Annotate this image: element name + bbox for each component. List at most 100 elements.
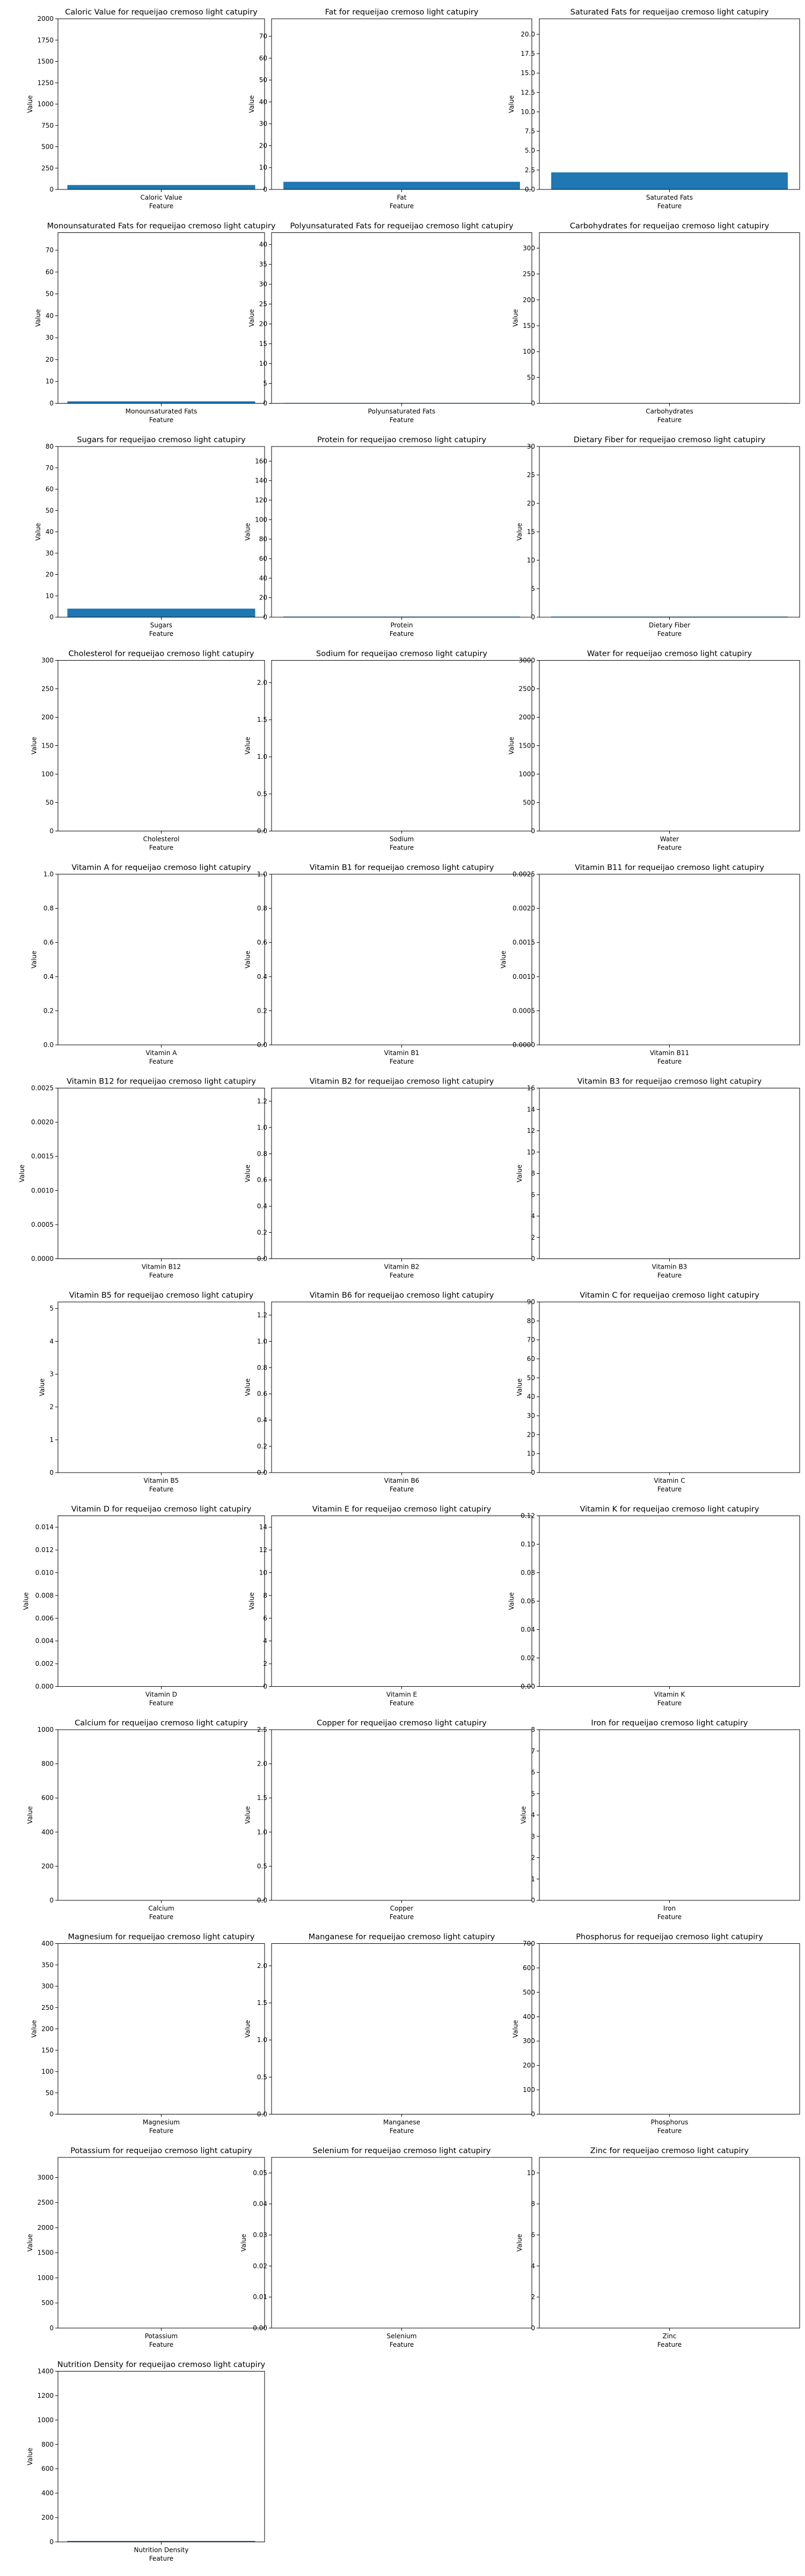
y-tick-label: 0.0 bbox=[43, 1041, 54, 1049]
y-tick-label: 40 bbox=[259, 241, 267, 248]
y-tick-label: 0.2 bbox=[43, 1007, 54, 1014]
y-tick-label: 0.6 bbox=[43, 939, 54, 946]
y-tick-label: 20 bbox=[527, 500, 535, 507]
y-tick-label: 0.6 bbox=[257, 1390, 267, 1397]
axes-frame bbox=[271, 660, 532, 831]
chart-title: Cholesterol for requeijao cremoso light … bbox=[68, 650, 254, 658]
chart-title: Vitamin B11 for requeijao cremoso light … bbox=[575, 863, 764, 872]
y-tick-label: 0.8 bbox=[257, 905, 267, 912]
y-tick-label: 0 bbox=[531, 400, 535, 407]
y-tick-label: 0.006 bbox=[35, 1614, 54, 1622]
y-tick-label: 0 bbox=[49, 2324, 54, 2332]
chart-title: Nutrition Density for requeijao cremoso … bbox=[57, 2361, 266, 2369]
y-tick-label: 0.0 bbox=[257, 1041, 267, 1049]
y-axis-label: Value bbox=[26, 1806, 34, 1824]
y-tick-label: 0 bbox=[263, 1683, 267, 1690]
y-tick-label: 800 bbox=[41, 2441, 54, 2448]
y-tick-label: 4 bbox=[263, 1637, 267, 1645]
x-tick-label: Copper bbox=[390, 1905, 413, 1912]
y-tick-label: 50 bbox=[46, 507, 54, 514]
y-tick-label: 1 bbox=[49, 1436, 54, 1444]
y-tick-label: 4 bbox=[49, 1337, 54, 1345]
y-tick-label: 0.002 bbox=[35, 1660, 54, 1667]
chart-panel: 0.0000 0.0005 0.0010 0.0015 0.0020 0.0025 Vita… bbox=[500, 863, 800, 1065]
y-tick-label: 8 bbox=[531, 1170, 535, 1177]
chart-title: Saturated Fats for requeijao cremoso lig… bbox=[570, 8, 769, 17]
y-tick-label: 0.05 bbox=[253, 2169, 267, 2177]
y-axis-label: Value bbox=[39, 1379, 46, 1396]
y-tick-label: 0.5 bbox=[257, 790, 267, 797]
y-axis-label: Value bbox=[508, 1592, 515, 1610]
y-tick-label: 150 bbox=[523, 322, 535, 330]
x-axis-label: Feature bbox=[390, 2127, 414, 2135]
x-axis-label: Feature bbox=[657, 630, 682, 638]
y-tick-label: 0.0020 bbox=[31, 1118, 54, 1126]
y-tick-label: 70 bbox=[259, 33, 267, 40]
y-tick-label: 40 bbox=[527, 1393, 535, 1401]
y-tick-label: 1500 bbox=[37, 2249, 54, 2257]
y-axis-label: Value bbox=[34, 309, 42, 327]
chart-title: Vitamin C for requeijao cremoso light ca… bbox=[580, 1291, 759, 1300]
axes-frame bbox=[57, 446, 265, 618]
y-tick-label: 4 bbox=[531, 1811, 535, 1819]
y-tick-label: 50 bbox=[527, 374, 535, 381]
y-tick-label: 2 bbox=[531, 1854, 535, 1862]
y-tick-label: 20 bbox=[259, 142, 267, 149]
y-tick-label: 10 bbox=[527, 2169, 535, 2177]
chart-title: Vitamin D for requeijao cremoso light ca… bbox=[71, 1505, 252, 1514]
axes-frame bbox=[57, 1088, 265, 1259]
chart-title: Vitamin B2 for requeijao cremoso light c… bbox=[310, 1078, 494, 1086]
y-tick-label: 80 bbox=[259, 536, 267, 543]
chart-panel: 0.0000 0.0005 0.0010 0.0015 0.0020 0.0025 Vita… bbox=[18, 1078, 265, 1279]
chart-panel: 0.000 0.002 0.004 0.006 0.008 0.010 0.012 0.014… bbox=[23, 1505, 265, 1707]
chart-panel: 020406080100120140160ProteinFeatureValue… bbox=[244, 436, 532, 638]
x-tick-label: Water bbox=[660, 836, 679, 843]
y-tick-label: 5 bbox=[531, 1790, 535, 1797]
y-tick-label: 30 bbox=[527, 443, 535, 450]
x-axis-label: Feature bbox=[390, 202, 414, 210]
y-tick-label: 500 bbox=[41, 2299, 54, 2307]
y-tick-label: 20 bbox=[259, 594, 267, 602]
y-axis-label: Value bbox=[244, 2020, 252, 2038]
y-tick-label: 1000 bbox=[37, 1726, 54, 1733]
x-tick-label: Manganese bbox=[383, 2119, 420, 2126]
x-axis-label: Feature bbox=[657, 2127, 682, 2135]
axes-frame bbox=[57, 18, 265, 190]
y-axis-label: Value bbox=[520, 1806, 528, 1824]
y-tick-label: 200 bbox=[41, 2514, 54, 2521]
axes-frame bbox=[539, 660, 800, 831]
y-tick-label: 100 bbox=[41, 771, 54, 778]
y-tick-label: 14 bbox=[527, 1106, 535, 1113]
y-tick-label: 1000 bbox=[37, 2274, 54, 2281]
y-tick-label: 0 bbox=[531, 1469, 535, 1476]
y-tick-label: 0.06 bbox=[521, 1598, 535, 1605]
y-tick-label: 500 bbox=[41, 143, 54, 151]
y-tick-label: 250 bbox=[41, 2004, 54, 2011]
y-tick-label: 700 bbox=[523, 1940, 535, 1948]
chart-title: Magnesium for requeijao cremoso light ca… bbox=[68, 1933, 255, 1942]
y-tick-label: 200 bbox=[523, 296, 535, 304]
y-tick-label: 400 bbox=[41, 1940, 54, 1948]
y-tick-label: 1250 bbox=[37, 79, 54, 86]
y-axis-label: Value bbox=[516, 1379, 523, 1396]
bar bbox=[67, 185, 255, 189]
x-axis-label: Feature bbox=[390, 1272, 414, 1279]
y-tick-label: 1.0 bbox=[257, 1124, 267, 1131]
y-tick-label: 30 bbox=[527, 1412, 535, 1419]
chart-panel: 0.0 2.5 5.0 7.5 10.0 12.5 15.0 17.5 20.0 Saturate… bbox=[508, 8, 800, 210]
x-tick-label: Selenium bbox=[387, 2332, 417, 2340]
y-tick-label: 1500 bbox=[518, 742, 535, 750]
y-tick-label: 60 bbox=[46, 486, 54, 493]
y-tick-label: 60 bbox=[259, 54, 267, 62]
y-axis-label: Value bbox=[508, 737, 515, 755]
y-tick-label: 0.04 bbox=[521, 1626, 535, 1634]
y-tick-label: 400 bbox=[523, 2013, 535, 2021]
y-tick-label: 300 bbox=[41, 1982, 54, 1990]
y-tick-label: 50 bbox=[46, 2089, 54, 2097]
